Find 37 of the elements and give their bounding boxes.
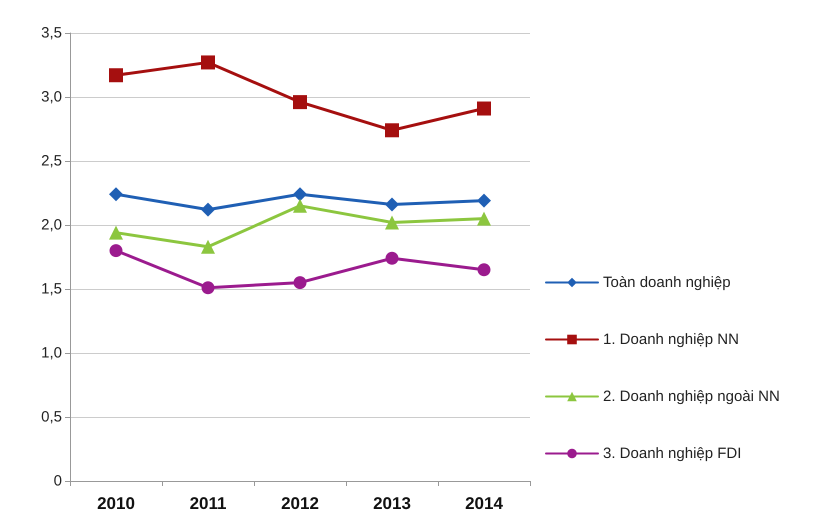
point [478,263,490,276]
point [385,198,399,212]
x-tick-label: 2011 [190,494,226,513]
point [386,252,398,265]
point [293,198,307,213]
legend-label: 2. Doanh nghiệp ngoài NN [603,388,780,405]
point [201,202,215,217]
point [201,55,215,70]
y-tick-label: 1,0 [41,344,62,362]
legend-label: 3. Doanh nghiệp FDI [603,445,742,462]
x-tick-label: 2012 [281,494,319,513]
legend-label: Toàn doanh nghiệp [603,274,731,291]
point [109,187,123,202]
point [477,212,491,226]
y-tick-label: 2,5 [41,152,62,170]
point [109,68,123,82]
point [477,102,491,116]
point [294,276,306,290]
y-tick-label: 1,5 [41,280,62,298]
point [201,240,215,254]
point [293,95,307,110]
x-tick-label: 2010 [97,494,135,513]
point [385,215,399,230]
point [293,187,307,202]
point [202,281,214,294]
y-tick-label: 2,0 [41,216,62,234]
x-tick-label: 2013 [373,494,411,513]
x-tick-label: 2014 [465,494,504,513]
point [477,194,491,208]
y-tick-label: 3,0 [41,88,62,106]
point [109,226,123,240]
y-tick-label: 3,5 [41,24,62,42]
y-tick-label: 0 [54,472,62,490]
legend-label: 1. Doanh nghiệp NN [603,331,739,348]
point [110,244,122,258]
point [385,123,399,138]
y-tick-label: 0,5 [41,408,62,426]
